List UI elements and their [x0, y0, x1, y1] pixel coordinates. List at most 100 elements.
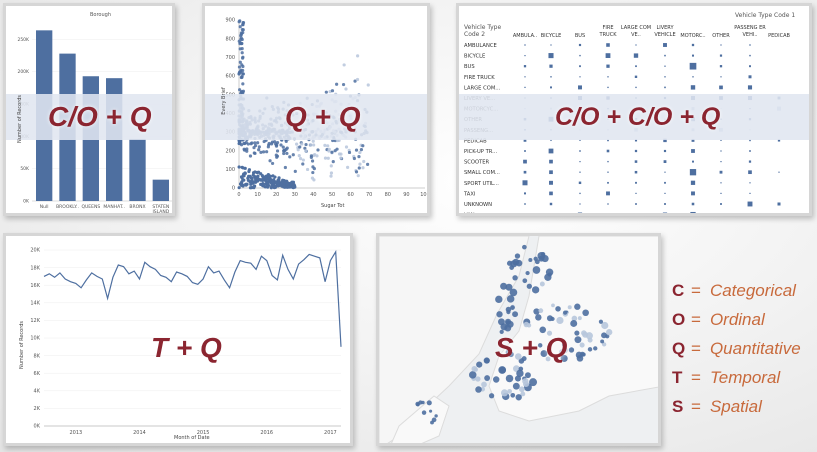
scatter-point: [251, 181, 255, 185]
map-dot: [525, 270, 530, 276]
scatter-y-tick: 900: [225, 18, 235, 24]
matrix-cell-mark: [749, 139, 751, 142]
matrix-cell-mark: [778, 171, 780, 173]
matrix-cell-mark: [691, 202, 695, 206]
map-dot: [528, 257, 533, 262]
scatter-y-tick: 700: [225, 55, 235, 61]
map-dot: [540, 252, 546, 257]
matrix-panel: Vehicle Type Code 1 Vehicle Type Code 2 …: [456, 3, 812, 216]
legend-row-temporal: T = Temporal: [672, 363, 801, 392]
scatter-point: [270, 161, 275, 166]
matrix-cell-mark: [692, 76, 694, 78]
map-dot: [563, 310, 568, 315]
scatter-point: [268, 177, 272, 181]
map-dot: [582, 309, 589, 317]
map-dot: [505, 283, 513, 291]
matrix-cell-mark: [690, 85, 696, 90]
matrix-cell-mark: [523, 159, 527, 164]
scatter-highlight-band: [205, 94, 427, 140]
matrix-cell-mark: [550, 44, 552, 46]
map-dot: [581, 352, 586, 357]
map-dot: [533, 308, 540, 315]
map-dot: [550, 316, 555, 322]
matrix-cell-mark: [749, 54, 751, 57]
map-dot: [561, 342, 567, 348]
scatter-x-tick: 50: [329, 192, 335, 198]
matrix-cell-mark: [524, 44, 526, 46]
matrix-row-header-text: Vehicle Type Code 2: [464, 24, 502, 38]
scatter-point: [239, 36, 243, 40]
scatter-x-tick: 40: [310, 192, 316, 198]
matrix-cell-mark: [689, 62, 697, 70]
matrix-formula: C/O + C/O + Q: [555, 103, 721, 131]
map-dot: [499, 366, 506, 374]
line-chart-x-title: Month of Date: [174, 435, 210, 441]
matrix-cell-mark: [635, 86, 637, 89]
matrix-cell-mark: [749, 65, 751, 68]
scatter-point: [279, 143, 283, 147]
scatter-point: [276, 178, 280, 182]
map-dot: [526, 283, 532, 289]
scatter-point: [254, 177, 258, 181]
scatter-point: [298, 145, 302, 149]
map-dot: [484, 375, 491, 381]
scatter-point: [331, 159, 335, 164]
scatter-point: [311, 139, 315, 143]
matrix-cell-mark: [664, 54, 666, 57]
scatter-point: [352, 156, 356, 161]
map-dot: [574, 330, 580, 336]
scatter-point: [304, 142, 308, 147]
map-dot: [587, 347, 593, 352]
scatter-point: [347, 150, 352, 155]
scatter-point: [265, 177, 269, 181]
map-dot: [522, 278, 528, 284]
map-dot: [534, 259, 540, 265]
line-y-tick: 8K: [34, 353, 41, 359]
scatter-point: [282, 184, 286, 188]
scatter-point: [244, 182, 248, 186]
matrix-cell-mark: [777, 139, 781, 142]
matrix-cell-mark: [635, 65, 637, 68]
map-dot: [426, 400, 432, 406]
matrix-cell-mark: [749, 192, 751, 195]
scatter-point: [366, 162, 370, 166]
scatter-point: [281, 178, 285, 182]
scatter-point: [241, 22, 245, 27]
matrix-cell-mark: [579, 139, 581, 142]
legend-equals: =: [691, 367, 701, 387]
map-dot: [515, 353, 522, 360]
line-y-tick: 0K: [34, 424, 41, 430]
scatter-point: [366, 83, 370, 87]
legend-word: Categorical: [709, 280, 796, 300]
map-dot: [545, 356, 551, 362]
scatter-point: [241, 64, 245, 69]
matrix-cell-mark: [633, 53, 639, 58]
map-dot: [531, 286, 540, 294]
matrix-cell-mark: [720, 150, 722, 152]
scatter-point: [247, 169, 251, 174]
matrix-cell-mark: [635, 214, 637, 216]
matrix-cell-mark: [579, 192, 581, 195]
scatter-point: [284, 147, 288, 152]
matrix-cell-mark: [635, 44, 637, 46]
matrix-column-header: FIRE: [603, 25, 614, 31]
scatter-point: [311, 165, 315, 169]
scatter-point: [342, 63, 346, 67]
legend-row-quantitative: Q = Quantitative: [672, 334, 801, 363]
map-dot: [505, 374, 514, 383]
scatter-point: [324, 90, 328, 94]
scatter-y-title: Every Brief: [220, 87, 227, 115]
matrix-cell-mark: [749, 182, 751, 184]
scatter-y-tick: 200: [225, 148, 235, 154]
line-y-tick: 10K: [30, 336, 40, 342]
map-dot: [471, 366, 478, 372]
matrix-cell-mark: [719, 85, 723, 90]
bar-x-tick: MANHAT..: [103, 204, 125, 210]
scatter-point: [242, 174, 246, 178]
matrix-row-label: TAXI: [463, 191, 476, 197]
map-dot: [556, 316, 564, 325]
legend-letter: O: [672, 309, 686, 329]
line-y-tick: 16K: [30, 283, 40, 289]
scatter-point: [249, 176, 253, 180]
map-panel: S + Q: [376, 233, 661, 446]
